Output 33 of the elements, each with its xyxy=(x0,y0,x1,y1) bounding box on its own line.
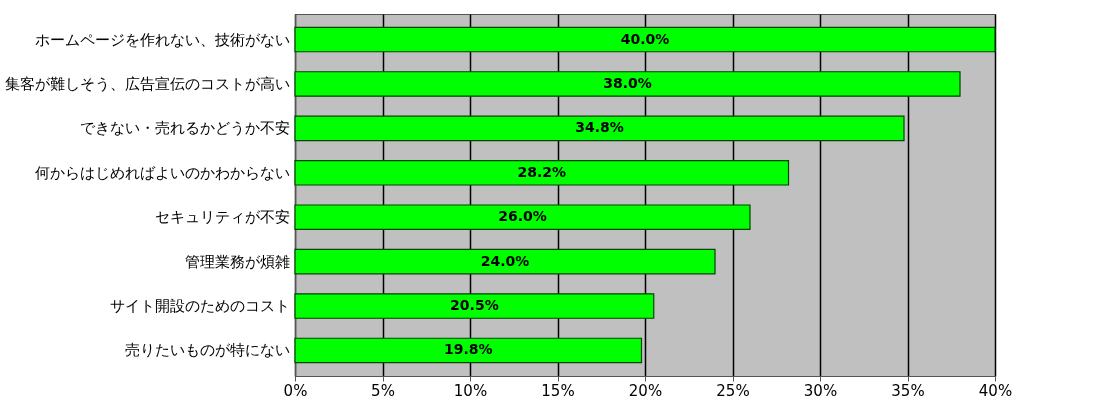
bar xyxy=(294,159,790,186)
y-tick-label: セキュリティが不安 xyxy=(154,208,290,227)
y-tick-label: 集客が難しそう、広告宣伝のコストが高い xyxy=(4,74,290,93)
bar xyxy=(294,204,751,231)
x-tick-label: 30% xyxy=(803,381,838,400)
data-label: 40.0% xyxy=(620,30,670,47)
bar xyxy=(294,248,716,275)
y-tick-label: できない・売れるかどうか不安 xyxy=(79,119,290,138)
y-tick-label: 管理業務が煩雑 xyxy=(184,252,290,271)
x-tick-label: 35% xyxy=(891,381,925,400)
data-label: 34.8% xyxy=(575,119,624,136)
bar xyxy=(294,337,643,364)
x-tick-label: 40% xyxy=(978,381,1013,400)
data-label: 19.8% xyxy=(443,341,493,358)
y-tick-label: 何からはじめればよいのかわからない xyxy=(34,163,290,182)
x-tick-label: 0% xyxy=(283,381,308,400)
bar xyxy=(294,26,996,53)
x-tick-label: 15% xyxy=(541,381,575,400)
bar xyxy=(294,115,905,142)
data-label: 38.0% xyxy=(603,74,652,91)
y-tick-label: ホームページを作れない、技術がない xyxy=(34,30,290,49)
bar xyxy=(294,71,961,97)
y-tick-label: サイト開設のためのコスト xyxy=(109,297,290,316)
x-tick-label: 5% xyxy=(371,381,395,400)
x-tick-label: 10% xyxy=(453,381,488,400)
x-tick-label: 20% xyxy=(628,381,663,400)
bar xyxy=(294,293,655,319)
data-label: 20.5% xyxy=(450,297,499,314)
data-label: 28.2% xyxy=(517,163,567,180)
x-tick-label: 25% xyxy=(716,381,750,400)
data-label: 24.0% xyxy=(480,252,530,269)
y-tick-label: 売りたいものが特にない xyxy=(124,341,290,360)
data-label: 26.0% xyxy=(498,208,547,225)
